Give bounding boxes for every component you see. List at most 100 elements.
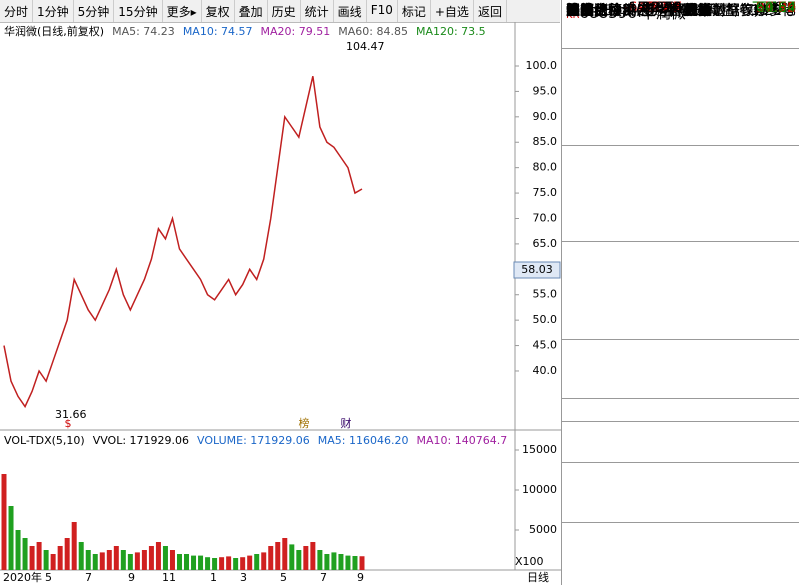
toolbar-button[interactable]: 1分钟 [33,0,74,22]
toolbar-button[interactable]: 标记 [398,0,431,22]
volume-bar [99,552,105,570]
row-label: 明日涨停价(参考) [566,3,675,19]
row-label: 买五 [566,3,594,19]
volume-bar [8,506,14,570]
volume-bar [43,550,49,570]
stock-name: 华润微 [640,4,686,22]
price-line [3,75,363,409]
volume-bar [240,557,246,570]
row-value2: -598 [764,0,796,16]
volume-bar [85,550,91,570]
row-value: 75.81 [641,0,682,16]
row-label: 买四 [566,3,594,19]
toolbar-button[interactable]: +自选 [431,0,474,22]
y-tick-label: 100.0 [526,59,558,72]
row-value2: 77.32 [755,0,796,16]
price-indicator: MA10: 74.57 [183,25,253,38]
volume-bar [296,550,302,570]
volume-bar [310,542,316,570]
x-tick-label: 2020年 [3,570,42,584]
volume-bar [50,554,56,570]
y-tick-label: 85.0 [533,135,558,148]
row-value2: 86.70 [755,0,796,16]
row-value2: 46.9 [764,0,796,16]
row-value2: 13.2亿 [750,3,796,19]
row-value: 75.75 [641,0,682,16]
x-tick-label: 7 [85,571,92,584]
y-tick-label: 40.0 [533,364,558,377]
quote-title: KR688396 华润微 [566,3,686,23]
row-label: 卖二 [566,3,594,19]
toolbar-button[interactable]: 复权 [202,0,235,22]
row-label: 连续竞价卖出价下限 [566,3,692,19]
toolbar-button[interactable]: 返回 [474,0,507,22]
y-tick-label: 45.0 [533,339,558,352]
volume-bar [134,552,140,570]
price-indicator: MA5: 74.23 [112,25,175,38]
volume-bar [338,554,344,570]
volume-bar [247,555,253,570]
volume-bar [191,555,197,570]
y-tick-label: 95.0 [533,84,558,97]
row-label2: 今开 [684,3,712,19]
volume-bar [141,550,147,570]
cursor-box [513,261,561,279]
volume-bar [275,542,281,570]
row-label: 买二 [566,3,594,19]
row-label: 买三 [566,3,594,19]
row-label2: 最低 [684,3,712,19]
volume-bar [261,552,267,570]
toolbar-button[interactable]: F10 [367,0,398,22]
volume-bar [324,554,330,570]
row-label2: 内盘 [684,3,712,19]
row-label: 跌停价 [566,3,608,19]
row-label: 明日涨跌停(不考虑价格调整等) [566,3,759,19]
toolbar-button[interactable]: 5分钟 [74,0,115,22]
row-label: 卖四 [566,3,594,19]
y-tick-label: 90.0 [533,110,558,123]
row-value: 5.22% [637,0,682,16]
row-value: 75.77 [641,0,682,16]
row-value2: 456 [769,0,796,16]
toolbar-button[interactable]: 历史 [268,0,301,22]
volume-bar [205,557,211,570]
row-label: 现价 [566,3,594,19]
volume-bar [233,558,239,570]
volume-bar [155,542,161,570]
event-marker: $ [65,417,72,430]
row-value2: 76.50 [755,0,796,16]
toolbar-button[interactable]: 15分钟 [114,0,163,22]
row-label: 委比 [566,3,594,19]
toolbar-button[interactable]: 更多▸ [163,0,202,22]
max-label: 104.47 [346,40,385,53]
row-label: 涨跌 [566,3,594,19]
volume-bar [198,555,204,570]
row-label: 卖五 [566,3,594,19]
row-value2: 3.29亿 [750,3,796,19]
row-value2: 137 [769,0,796,16]
volume-bar [331,552,337,570]
volume-bar [254,554,260,570]
row-label2: PE(动) [684,3,727,19]
volume-bar [226,556,232,570]
volume-indicator: MA10: 140764.7 [416,434,507,447]
event-marker: 财 [341,416,352,430]
volume-bar [22,538,28,570]
row-label: 涨停价 [566,3,608,19]
row-value2: 1.57 [764,0,796,16]
row-value2: 60.64 [755,0,796,16]
row-value: 75.86 [641,0,682,16]
toolbar-button[interactable]: 分时 [0,0,34,22]
toolbar-button[interactable]: 画线 [334,0,367,22]
toolbar-button[interactable]: 统计 [301,0,334,22]
row-value: 75.78 [641,0,682,16]
row-value: -67.49% [623,0,682,16]
row-value2: 25 [778,0,796,16]
volume-bar [148,546,154,570]
x-tick-label: 9 [357,571,364,584]
row-label: 换手 [566,3,594,19]
row-value: 12.18 [641,0,682,16]
volume-bar [127,554,133,570]
toolbar-button[interactable]: 叠加 [235,0,268,22]
